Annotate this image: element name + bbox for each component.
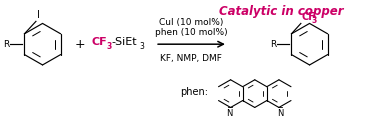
Text: I: I bbox=[37, 10, 39, 20]
Text: +: + bbox=[75, 38, 86, 51]
Text: CF: CF bbox=[91, 37, 107, 47]
Text: R: R bbox=[270, 40, 276, 49]
Text: Catalytic in copper: Catalytic in copper bbox=[219, 5, 344, 18]
Text: N: N bbox=[277, 109, 283, 118]
Text: 3: 3 bbox=[312, 16, 317, 25]
Text: -SiEt: -SiEt bbox=[111, 37, 137, 47]
Text: 3: 3 bbox=[139, 42, 144, 51]
Text: CF: CF bbox=[302, 12, 315, 22]
Text: 3: 3 bbox=[106, 42, 112, 51]
Text: N: N bbox=[226, 109, 233, 118]
Text: CuI (10 mol%): CuI (10 mol%) bbox=[159, 18, 223, 27]
Text: R: R bbox=[3, 40, 9, 49]
Text: phen (10 mol%): phen (10 mol%) bbox=[155, 28, 227, 37]
Text: phen:: phen: bbox=[180, 87, 208, 97]
Text: KF, NMP, DMF: KF, NMP, DMF bbox=[160, 54, 222, 63]
